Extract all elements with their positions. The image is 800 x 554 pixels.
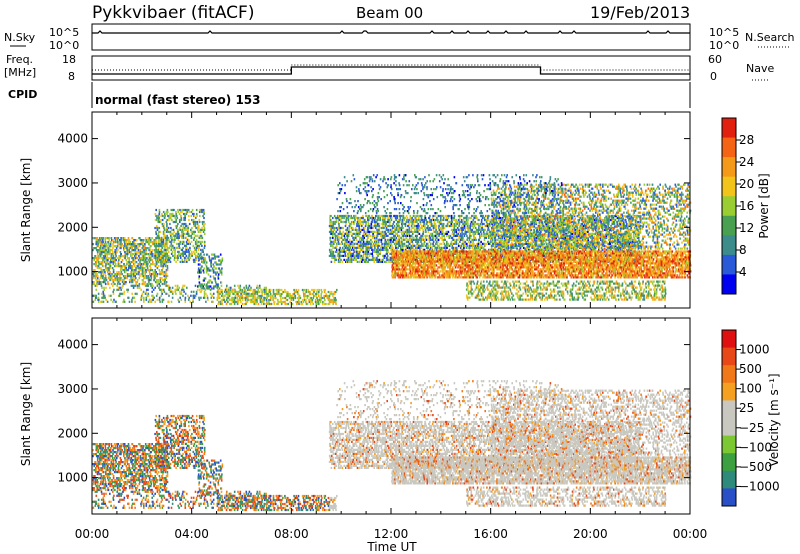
velocity-y-axis-label: Slant Range [km] xyxy=(19,362,33,466)
colorbar-frame xyxy=(721,329,737,507)
power-y-axis-label: Slant Range [km] xyxy=(19,158,33,262)
colorbar-tick-label: 25 xyxy=(739,401,754,415)
freq-label-2: [MHz] xyxy=(4,66,36,79)
time-tick-label: 20:00 xyxy=(573,527,608,541)
colorbar-tick-label: 500 xyxy=(739,362,762,376)
colorbar-segment xyxy=(722,365,736,384)
colorbar-segment xyxy=(722,435,736,454)
velocity-colorbar: 1000 500 100 25 −25 −100 −500 −1000 xyxy=(721,329,780,507)
nsky-trace xyxy=(92,30,690,34)
colorbar-segment xyxy=(722,157,736,178)
x-axis-label: Time UT xyxy=(366,540,417,554)
freq-label-1: Freq. xyxy=(6,53,33,66)
power-heatmap xyxy=(92,174,692,306)
colorbar-tick-label: 12 xyxy=(739,221,754,235)
colorbar-segment xyxy=(722,254,736,275)
time-tick-label: 12:00 xyxy=(374,527,409,541)
y-tick-label: 4000 xyxy=(57,338,88,352)
colorbar-tick-label: 28 xyxy=(739,133,754,147)
cpid-label: CPID xyxy=(8,88,37,101)
colorbar-tick-label: 1000 xyxy=(739,343,770,357)
power-colorbar-label: Power [dB] xyxy=(757,173,771,238)
time-tick-label: 00:00 xyxy=(673,527,708,541)
nsearch-tick-top: 10^5 xyxy=(709,26,739,39)
nsky-tick-bottom: 10^0 xyxy=(49,39,79,52)
y-tick-label: 1000 xyxy=(57,471,88,485)
nsearch-tick-bottom: 10^0 xyxy=(709,39,739,52)
colorbar-segment xyxy=(722,400,736,419)
cpid-text: normal (fast stereo) 153 xyxy=(95,93,261,107)
freq-trace xyxy=(92,66,690,75)
power-x-ticks xyxy=(91,112,691,308)
colorbar-tick-label: −100 xyxy=(739,440,772,454)
beam-label: Beam 00 xyxy=(356,4,423,22)
y-tick-label: 4000 xyxy=(57,132,88,146)
colorbar-tick-label: 24 xyxy=(739,155,754,169)
nsky-label: N.Sky xyxy=(4,31,36,44)
power-y-axis: 1000 2000 3000 4000 xyxy=(57,132,690,279)
time-tick-label: 16:00 xyxy=(473,527,508,541)
colorbar-segment xyxy=(722,274,736,295)
time-axis-labels: 00:00 04:00 08:00 12:00 16:00 20:00 00:00 xyxy=(75,527,708,541)
colorbar-tick-label: −500 xyxy=(739,460,772,474)
colorbar-segment xyxy=(722,488,736,507)
colorbar-segment xyxy=(722,418,736,437)
nsearch-label: N.Search xyxy=(745,31,795,44)
velocity-colorbar-label: Velocity [m s⁻¹] xyxy=(767,373,781,466)
colorbar-tick-label: 20 xyxy=(739,177,754,191)
colorbar-tick-label: 16 xyxy=(739,199,754,213)
colorbar-segment xyxy=(722,382,736,401)
colorbar-tick-label: 100 xyxy=(739,382,762,396)
velocity-heatmap xyxy=(92,380,692,512)
nsky-strip-frame xyxy=(91,23,691,51)
colorbar-tick-label: 8 xyxy=(739,243,747,257)
colorbar-segment xyxy=(722,215,736,236)
date-label: 19/Feb/2013 xyxy=(590,3,690,22)
velocity-y-axis: 1000 2000 3000 4000 xyxy=(57,338,690,485)
time-tick-label: 04:00 xyxy=(174,527,209,541)
freq-strip-frame xyxy=(91,55,691,81)
colorbar-tick-label: −25 xyxy=(739,421,764,435)
nave-trace xyxy=(92,64,690,71)
colorbar-segment xyxy=(722,453,736,472)
y-tick-label: 3000 xyxy=(57,382,88,396)
nsky-tick-top: 10^5 xyxy=(49,26,79,39)
colorbar-segment xyxy=(722,330,736,349)
colorbar-segment xyxy=(722,347,736,366)
colorbar-segment xyxy=(722,137,736,158)
colorbar-segment xyxy=(722,470,736,489)
power-colorbar: 28 24 20 16 12 8 4 xyxy=(721,117,754,295)
time-tick-label: 08:00 xyxy=(274,527,309,541)
nave-label: Nave xyxy=(746,62,774,75)
freq-tick-bottom: 8 xyxy=(68,70,75,83)
nave-tick-bottom: 0 xyxy=(710,70,717,83)
colorbar-tick-label: 4 xyxy=(739,265,747,279)
y-tick-label: 3000 xyxy=(57,176,88,190)
y-tick-label: 2000 xyxy=(57,426,88,440)
colorbar-segment xyxy=(722,176,736,197)
plot-title: Pykkvibaer (fitACF) xyxy=(92,3,254,23)
velocity-x-ticks xyxy=(91,318,691,514)
freq-tick-top: 18 xyxy=(62,53,76,66)
time-tick-label: 00:00 xyxy=(75,527,110,541)
colorbar-tick-label: −1000 xyxy=(739,479,780,493)
colorbar-segment xyxy=(722,196,736,217)
y-tick-label: 2000 xyxy=(57,220,88,234)
colorbar-segment xyxy=(722,235,736,256)
nave-tick-top: 60 xyxy=(708,53,722,66)
colorbar-segment xyxy=(722,118,736,139)
y-tick-label: 1000 xyxy=(57,265,88,279)
